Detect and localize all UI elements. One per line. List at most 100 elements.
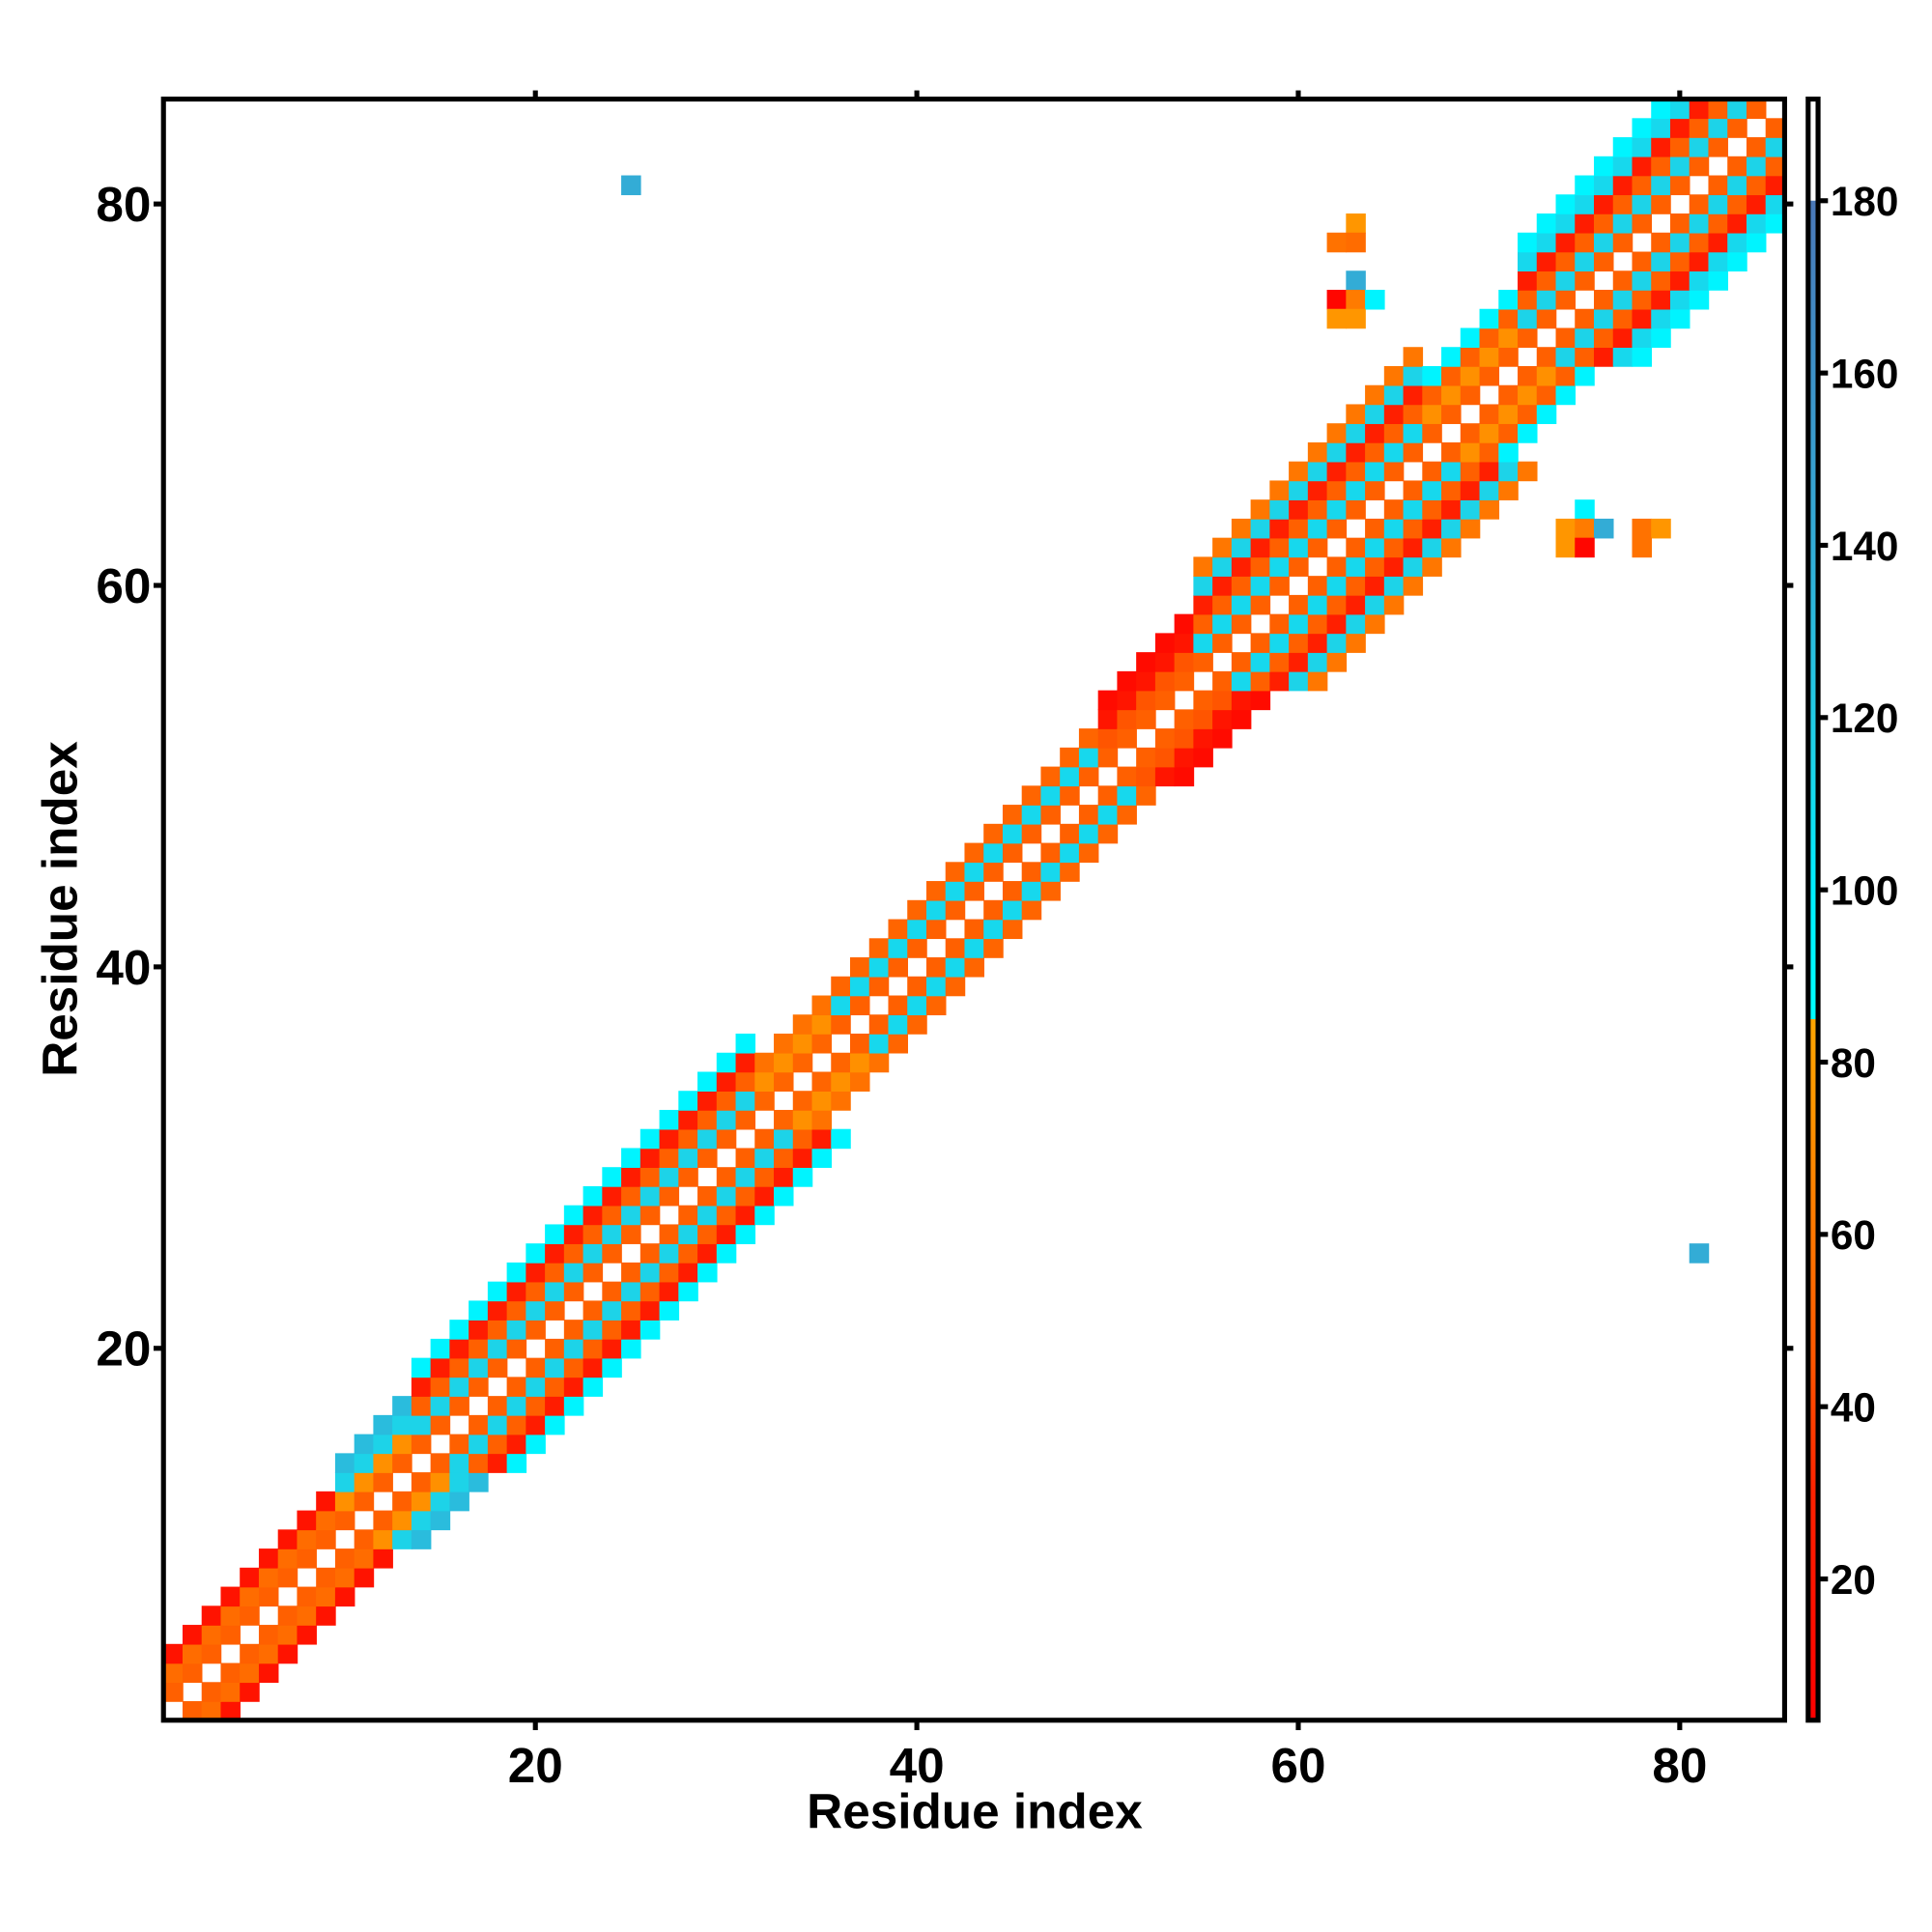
heatmap-cell [1555,194,1577,214]
heatmap-cell [526,1320,546,1340]
heatmap-cell [220,1605,241,1626]
heatmap-cell [545,1357,565,1378]
heatmap-cell [1422,404,1442,424]
heatmap-cell [602,1185,622,1207]
heatmap-cell [449,1377,469,1397]
heatmap-cell [1555,327,1577,348]
heatmap-cell [1575,308,1595,329]
heatmap-cell [506,1338,527,1359]
heatmap-cell [1441,384,1462,406]
heatmap-cell [1651,99,1671,120]
heatmap-cell [334,1567,355,1588]
heatmap-cell [621,1167,641,1187]
heatmap-cell [1651,137,1671,157]
heatmap-cell [411,1414,432,1435]
heatmap-cell [1422,365,1442,386]
heatmap-cell [258,1643,279,1664]
heatmap-cell [945,957,966,978]
heatmap-cell [297,1529,317,1549]
heatmap-cell [373,1453,393,1473]
heatmap-cell [1651,518,1671,539]
heatmap-cell [1746,99,1767,120]
heatmap-cell [411,1434,432,1455]
heatmap-cell [1154,690,1176,711]
heatmap-cell [1307,670,1328,692]
heatmap-cell [678,1167,698,1187]
heatmap-cell [659,1148,680,1168]
heatmap-cell [1498,480,1519,500]
heatmap-cell [1346,270,1366,291]
heatmap-cell [907,976,927,997]
heatmap-cell [811,1109,833,1130]
heatmap-cell [1460,423,1481,443]
heatmap-cell [925,881,947,901]
heatmap-cell [258,1548,279,1569]
heatmap-cell [1594,290,1614,310]
heatmap-cell [334,1491,355,1512]
heatmap-cell [1460,480,1481,500]
heatmap-cell [373,1472,393,1492]
heatmap-cell [1326,556,1348,577]
heatmap-cell [469,1357,489,1378]
heatmap-cell [545,1414,565,1435]
heatmap-cell [659,1128,680,1150]
heatmap-cell [792,1091,813,1111]
heatmap-cell [506,1396,527,1416]
heatmap-cell [1422,499,1442,520]
heatmap-cell [1403,518,1424,539]
heatmap-cell [1422,556,1442,577]
heatmap-cell [392,1491,412,1512]
heatmap-cell [831,1071,851,1092]
heatmap-cell [1365,461,1385,482]
heatmap-cell [277,1625,298,1645]
heatmap-cell [1727,175,1747,196]
heatmap-cell [1097,823,1119,844]
heatmap-cell [1708,175,1728,196]
heatmap-cell [430,1338,451,1359]
heatmap-cell [1346,404,1366,424]
heatmap-cell [1727,232,1747,253]
heatmap-cell [1422,480,1442,500]
heatmap-cell [1403,556,1424,577]
heatmap-cell [1632,347,1653,367]
heatmap-cell [1117,690,1137,711]
heatmap-cell [1403,404,1424,424]
heatmap-cell [526,1414,546,1435]
colorbar-tick-label: 40 [1831,1385,1876,1431]
heatmap-cell [1078,766,1099,787]
heatmap-cell [1594,175,1614,196]
heatmap-cell [1002,881,1023,901]
heatmap-cell [258,1567,279,1588]
heatmap-cell [639,1205,661,1226]
heatmap-cell [182,1643,203,1664]
heatmap-cell [1575,537,1595,558]
heatmap-cell [1002,823,1023,844]
heatmap-cell [1555,213,1577,234]
heatmap-cell [1441,499,1462,520]
heatmap-cell [201,1682,222,1702]
heatmap-cell [182,1701,203,1721]
heatmap-cell [487,1338,508,1359]
heatmap-cell [1479,480,1500,500]
heatmap-cell [354,1491,375,1512]
heatmap-cell [1746,232,1767,253]
heatmap-cell [792,1034,813,1054]
heatmap-cell [1002,919,1023,940]
heatmap-cell [526,1243,546,1264]
heatmap-cell [1460,441,1481,463]
heatmap-cell [697,1091,718,1111]
heatmap-cell [1746,194,1767,214]
heatmap-cell [258,1662,279,1684]
heatmap-cell [1612,156,1634,177]
heatmap-cell [582,1243,604,1264]
heatmap-cell [1040,805,1061,825]
heatmap-cell [907,899,927,921]
heatmap-cell [1346,290,1366,310]
heatmap-cell [1021,881,1042,901]
heatmap-cell [411,1396,432,1416]
heatmap-cell [1651,327,1671,348]
heatmap-cell [545,1224,565,1244]
heatmap-cell [678,1281,698,1302]
heatmap-cell [1307,652,1328,672]
heatmap-cell [354,1453,375,1473]
